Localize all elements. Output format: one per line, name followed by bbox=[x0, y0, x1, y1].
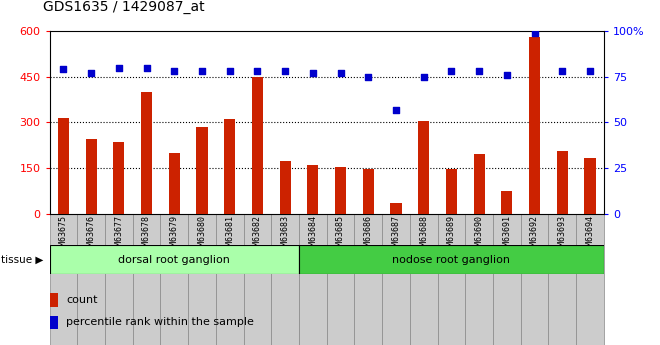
FancyBboxPatch shape bbox=[50, 214, 77, 345]
Point bbox=[141, 65, 152, 70]
FancyBboxPatch shape bbox=[105, 214, 133, 345]
Bar bbox=[280, 160, 290, 214]
FancyBboxPatch shape bbox=[576, 214, 604, 345]
Bar bbox=[224, 119, 235, 214]
Point bbox=[557, 69, 568, 74]
FancyBboxPatch shape bbox=[382, 214, 410, 345]
Bar bbox=[446, 169, 457, 214]
Point bbox=[224, 69, 235, 74]
Bar bbox=[391, 203, 401, 214]
Text: tissue ▶: tissue ▶ bbox=[1, 255, 44, 265]
Point bbox=[169, 69, 180, 74]
Text: nodose root ganglion: nodose root ganglion bbox=[393, 255, 510, 265]
FancyBboxPatch shape bbox=[299, 214, 327, 345]
FancyBboxPatch shape bbox=[548, 214, 576, 345]
FancyBboxPatch shape bbox=[160, 214, 188, 345]
Bar bbox=[114, 142, 124, 214]
FancyBboxPatch shape bbox=[133, 214, 160, 345]
Bar bbox=[50, 245, 299, 274]
Point bbox=[363, 74, 374, 80]
Bar bbox=[557, 151, 568, 214]
Bar bbox=[308, 165, 318, 214]
Point bbox=[252, 69, 263, 74]
FancyBboxPatch shape bbox=[216, 214, 244, 345]
Bar bbox=[50, 293, 58, 306]
Bar bbox=[529, 37, 540, 214]
Bar bbox=[169, 153, 180, 214]
Point bbox=[58, 67, 69, 72]
Point bbox=[308, 70, 318, 76]
Point bbox=[418, 74, 429, 80]
Bar bbox=[86, 139, 96, 214]
Point bbox=[280, 69, 290, 74]
FancyBboxPatch shape bbox=[493, 214, 521, 345]
Bar bbox=[474, 155, 484, 214]
Point bbox=[86, 70, 96, 76]
FancyBboxPatch shape bbox=[77, 214, 105, 345]
Bar bbox=[58, 118, 69, 214]
Point bbox=[446, 69, 457, 74]
Bar bbox=[197, 127, 207, 214]
Bar bbox=[502, 191, 512, 214]
FancyBboxPatch shape bbox=[244, 214, 271, 345]
FancyBboxPatch shape bbox=[438, 214, 465, 345]
Point bbox=[391, 107, 401, 112]
FancyBboxPatch shape bbox=[188, 214, 216, 345]
Bar bbox=[418, 121, 429, 214]
Bar bbox=[335, 167, 346, 214]
Point bbox=[474, 69, 484, 74]
Bar bbox=[50, 315, 58, 329]
Bar bbox=[363, 169, 374, 214]
Point bbox=[335, 70, 346, 76]
FancyBboxPatch shape bbox=[521, 214, 548, 345]
Bar bbox=[585, 158, 595, 214]
FancyBboxPatch shape bbox=[354, 214, 382, 345]
Point bbox=[529, 30, 540, 36]
Bar bbox=[299, 245, 604, 274]
FancyBboxPatch shape bbox=[410, 214, 438, 345]
FancyBboxPatch shape bbox=[465, 214, 493, 345]
FancyBboxPatch shape bbox=[271, 214, 299, 345]
Text: dorsal root ganglion: dorsal root ganglion bbox=[118, 255, 230, 265]
Point bbox=[114, 65, 124, 70]
Point bbox=[502, 72, 512, 78]
Text: GDS1635 / 1429087_at: GDS1635 / 1429087_at bbox=[43, 0, 205, 14]
Point bbox=[197, 69, 207, 74]
Text: percentile rank within the sample: percentile rank within the sample bbox=[66, 317, 254, 327]
Bar bbox=[252, 77, 263, 214]
FancyBboxPatch shape bbox=[327, 214, 354, 345]
Point bbox=[585, 69, 595, 74]
Bar bbox=[141, 92, 152, 214]
Text: count: count bbox=[66, 295, 98, 305]
